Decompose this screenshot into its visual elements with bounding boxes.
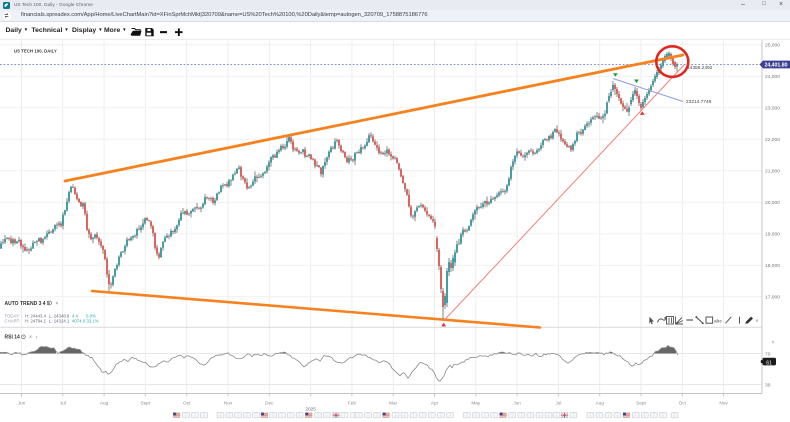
svg-text:23214.7749: 23214.7749 [686, 99, 712, 105]
svg-text:Jun: Jun [18, 400, 26, 405]
svg-text:×: × [56, 301, 59, 307]
svg-text:22,000: 22,000 [765, 137, 780, 143]
svg-text:2025: 2025 [305, 406, 316, 411]
svg-text:US TECH 100, DAILY: US TECH 100, DAILY [14, 49, 57, 54]
svg-text:21,000: 21,000 [765, 169, 780, 175]
svg-text:Jul: Jul [60, 400, 66, 405]
svg-text:24355.2492: 24355.2492 [687, 65, 713, 71]
svg-text:24,000: 24,000 [765, 74, 780, 80]
svg-text:61: 61 [766, 360, 772, 366]
svg-text:CHART:: CHART: [5, 319, 20, 324]
svg-text:×: × [756, 319, 759, 325]
svg-text:AUTO TREND 3 4 5: AUTO TREND 3 4 5 [5, 301, 50, 307]
svg-text:Dec: Dec [265, 400, 274, 405]
svg-text:Jul: Jul [555, 400, 561, 405]
svg-text:4.4: 4.4 [72, 313, 79, 318]
svg-text:Oct: Oct [183, 400, 191, 405]
svg-text:20,000: 20,000 [765, 200, 780, 206]
svg-text:30: 30 [765, 382, 771, 388]
svg-text:0.0%: 0.0% [86, 313, 96, 318]
svg-text:17,000: 17,000 [765, 295, 780, 301]
svg-text:4074.0 33.1%: 4074.0 33.1% [72, 319, 99, 324]
svg-text:H: 24443.4: H: 24443.4 [25, 313, 47, 318]
svg-text:Nov: Nov [719, 400, 728, 405]
svg-text:24,401.80: 24,401.80 [764, 62, 787, 68]
svg-text:70: 70 [765, 351, 771, 357]
svg-text:Oct: Oct [679, 400, 687, 405]
svg-text:L: 24348.9: L: 24348.9 [49, 313, 70, 318]
svg-text:L: 14324.1: L: 14324.1 [49, 319, 70, 324]
svg-text:Sept: Sept [141, 400, 151, 405]
svg-text:abc: abc [714, 319, 722, 324]
svg-text:May: May [471, 400, 481, 405]
svg-text:Sept: Sept [636, 400, 646, 405]
svg-text:TODAY:: TODAY: [5, 313, 20, 318]
svg-text:×: × [29, 335, 32, 341]
svg-text:23,000: 23,000 [765, 106, 780, 112]
svg-text:Mar: Mar [389, 400, 398, 405]
svg-text:↑: ↑ [35, 335, 38, 341]
svg-text:Aug: Aug [596, 400, 605, 405]
svg-text:Apr: Apr [431, 400, 439, 405]
svg-text:H: 24794.1: H: 24794.1 [25, 319, 47, 324]
svg-text:Aug: Aug [100, 400, 109, 405]
svg-text:19,000: 19,000 [765, 232, 780, 238]
svg-text:Jun: Jun [513, 400, 521, 405]
svg-text:RSI 14: RSI 14 [5, 335, 21, 341]
svg-text:Feb: Feb [348, 400, 356, 405]
svg-text:Nov: Nov [224, 400, 233, 405]
svg-text:×: × [772, 340, 775, 346]
svg-text:18,000: 18,000 [765, 263, 780, 269]
svg-text:25,000: 25,000 [765, 43, 780, 49]
